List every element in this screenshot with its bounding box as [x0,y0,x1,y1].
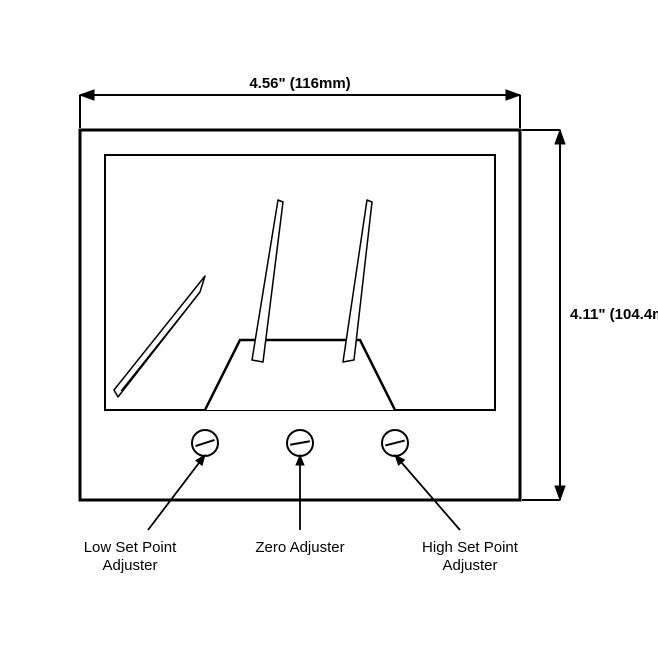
needle-center [252,200,283,362]
needle-right [343,200,372,362]
width-dimension-label: 4.56" (116mm) [249,75,350,92]
meter-diagram: 4.56" (116mm) 4.11" (104.4mm) Low Set Poin… [0,0,658,658]
height-dimension-label: 4.11" (104.4mm) [570,306,658,323]
callout-label-high: High Set PointAdjuster [422,539,519,574]
needle-left [114,276,205,397]
meter-movement-base [205,340,395,410]
callout-line-high [395,455,460,530]
callout-label-low: Low Set PointAdjuster [84,539,177,574]
callout-line-low [148,455,205,530]
callout-label-zero: Zero Adjuster [255,539,344,556]
